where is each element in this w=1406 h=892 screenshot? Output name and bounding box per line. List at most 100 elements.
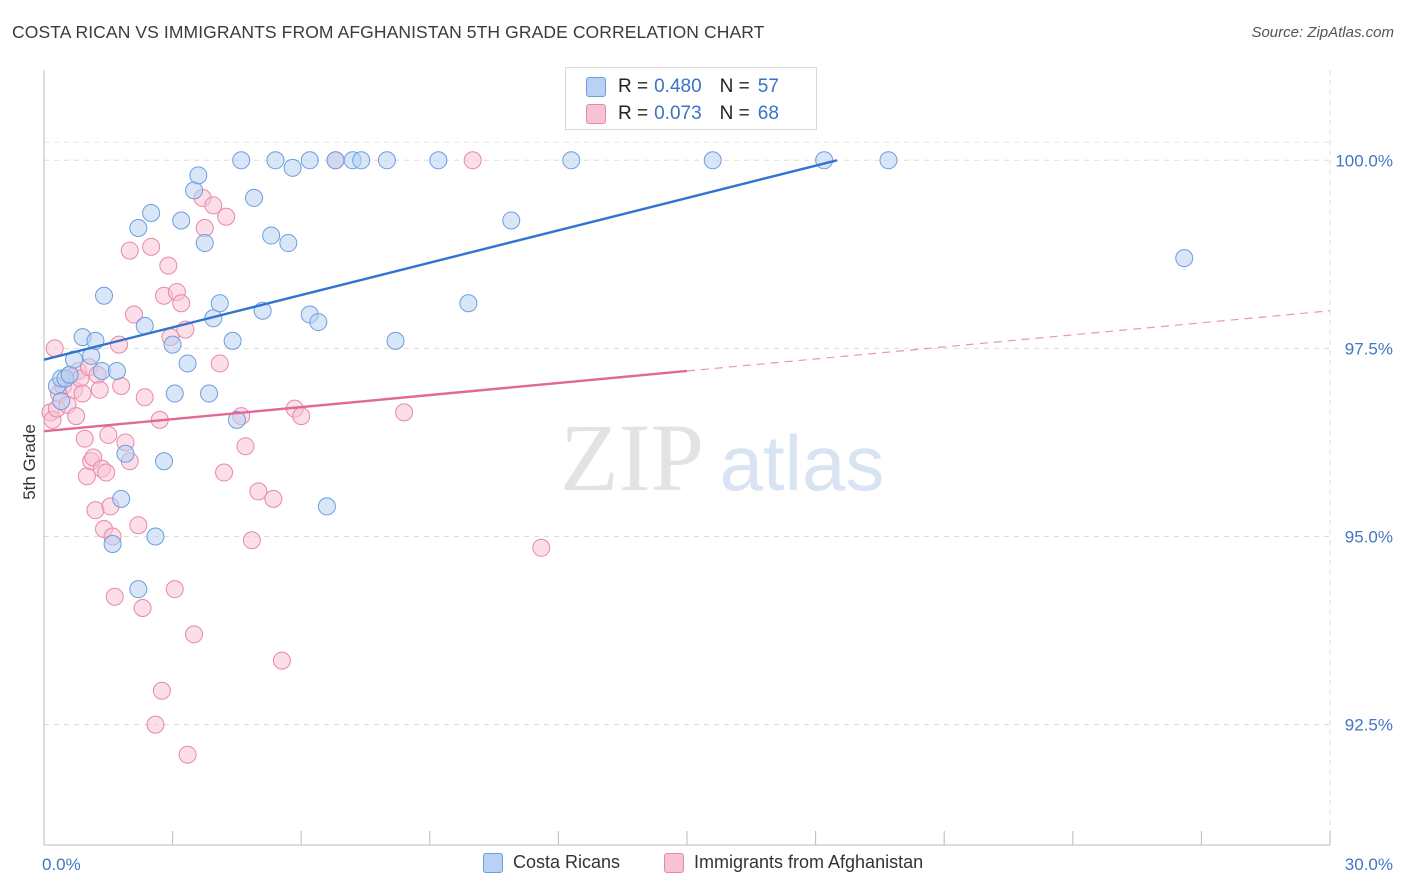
point-costa-ricans — [562, 151, 581, 170]
point-costa-ricans — [245, 188, 264, 207]
point-costa-ricans — [459, 294, 478, 313]
watermark: ZIP atlas — [560, 404, 884, 511]
point-costa-ricans — [200, 384, 219, 403]
point-afghanistan — [272, 651, 291, 670]
legend-item-afghanistan[interactable]: Immigrants from Afghanistan — [664, 852, 923, 873]
n-label: N = — [719, 76, 750, 97]
point-afghanistan — [90, 380, 109, 399]
legend-swatch-blue — [483, 852, 503, 873]
point-costa-ricans — [1175, 249, 1194, 268]
point-afghanistan — [135, 388, 154, 407]
point-costa-ricans — [223, 331, 242, 350]
y-tick-label: 97.5% — [1345, 339, 1393, 358]
watermark-zip: ZIP — [560, 404, 704, 511]
point-costa-ricans — [429, 151, 448, 170]
point-afghanistan — [97, 463, 116, 482]
point-costa-ricans — [92, 361, 111, 380]
point-costa-ricans — [103, 535, 122, 554]
point-costa-ricans — [326, 151, 345, 170]
point-costa-ricans — [189, 166, 208, 185]
point-afghanistan — [146, 715, 165, 734]
trend-line-extension — [686, 310, 1331, 372]
point-costa-ricans — [129, 219, 148, 238]
point-costa-ricans — [172, 211, 191, 230]
n-value-afghanistan: 68 — [757, 103, 779, 124]
y-axis-label: 5th Grade — [20, 424, 39, 500]
point-afghanistan — [73, 384, 92, 403]
trend-line-costa-ricans — [43, 159, 838, 361]
point-costa-ricans — [232, 151, 251, 170]
point-afghanistan — [292, 407, 311, 426]
chart-title: COSTA RICAN VS IMMIGRANTS FROM AFGHANIST… — [12, 22, 765, 42]
trend-lines — [43, 159, 1331, 433]
watermark-atlas: atlas — [720, 419, 885, 507]
point-afghanistan — [195, 219, 214, 238]
stats-legend: R = 0.480 N = 57 R = 0.073 N = 68 — [565, 67, 817, 130]
point-costa-ricans — [155, 452, 174, 471]
point-afghanistan — [67, 407, 86, 426]
point-costa-ricans — [352, 151, 371, 170]
point-costa-ricans — [309, 313, 328, 332]
legend-swatch-pink — [586, 104, 606, 124]
point-afghanistan — [242, 531, 261, 550]
point-afghanistan — [133, 598, 152, 617]
point-afghanistan — [210, 354, 229, 373]
point-costa-ricans — [165, 384, 184, 403]
point-costa-ricans — [112, 489, 131, 508]
point-costa-ricans — [266, 151, 285, 170]
stats-legend-row-afghanistan: R = 0.073 N = 68 — [586, 101, 779, 127]
point-costa-ricans — [210, 294, 229, 313]
series-costa-ricans-points — [47, 151, 1194, 599]
point-afghanistan — [532, 538, 551, 557]
r-label: R = — [618, 103, 649, 124]
x-tick-label: 0.0% — [42, 855, 81, 874]
point-costa-ricans — [116, 444, 135, 463]
point-afghanistan — [77, 467, 96, 486]
point-afghanistan — [86, 501, 105, 520]
point-costa-ricans — [703, 151, 722, 170]
point-costa-ricans — [129, 580, 148, 599]
point-costa-ricans — [178, 354, 197, 373]
point-afghanistan — [112, 377, 131, 396]
point-costa-ricans — [262, 226, 281, 245]
y-tick-label: 100.0% — [1335, 151, 1393, 170]
n-value-costa-ricans: 57 — [757, 76, 779, 97]
point-costa-ricans — [377, 151, 396, 170]
n-label: N = — [719, 103, 750, 124]
point-costa-ricans — [502, 211, 521, 230]
tick-labels: 92.5% 95.0% 97.5% 100.0% 0.0% 30.0% — [42, 151, 1393, 874]
point-afghanistan — [75, 429, 94, 448]
axes — [43, 70, 1331, 846]
point-costa-ricans — [95, 286, 114, 305]
point-afghanistan — [178, 745, 197, 764]
stats-legend-row-costa-ricans: R = 0.480 N = 57 — [586, 74, 779, 100]
legend-swatch-blue — [586, 77, 606, 97]
point-costa-ricans — [317, 497, 336, 516]
source-label: Source: ZipAtlas.com — [1251, 24, 1394, 41]
point-costa-ricans — [52, 392, 71, 411]
point-afghanistan — [217, 207, 236, 226]
r-value-costa-ricans: 0.480 — [654, 76, 702, 97]
point-costa-ricans — [60, 365, 79, 384]
point-afghanistan — [204, 196, 223, 215]
point-costa-ricans — [163, 335, 182, 354]
point-afghanistan — [105, 587, 124, 606]
y-tick-label: 95.0% — [1345, 528, 1393, 547]
point-afghanistan — [172, 294, 191, 313]
legend-label-costa-ricans: Costa Ricans — [513, 852, 621, 872]
point-afghanistan — [215, 463, 234, 482]
point-afghanistan — [165, 580, 184, 599]
point-costa-ricans — [879, 151, 898, 170]
point-costa-ricans — [195, 234, 214, 253]
point-afghanistan — [125, 305, 144, 324]
legend-label-afghanistan: Immigrants from Afghanistan — [694, 852, 924, 872]
legend-item-costa-ricans[interactable]: Costa Ricans — [483, 852, 620, 873]
point-afghanistan — [99, 425, 118, 444]
point-afghanistan — [159, 256, 178, 275]
point-afghanistan — [463, 151, 482, 170]
point-afghanistan — [152, 681, 171, 700]
y-tick-label: 92.5% — [1345, 716, 1393, 735]
trend-line-afghanistan — [43, 369, 688, 433]
point-costa-ricans — [300, 151, 319, 170]
